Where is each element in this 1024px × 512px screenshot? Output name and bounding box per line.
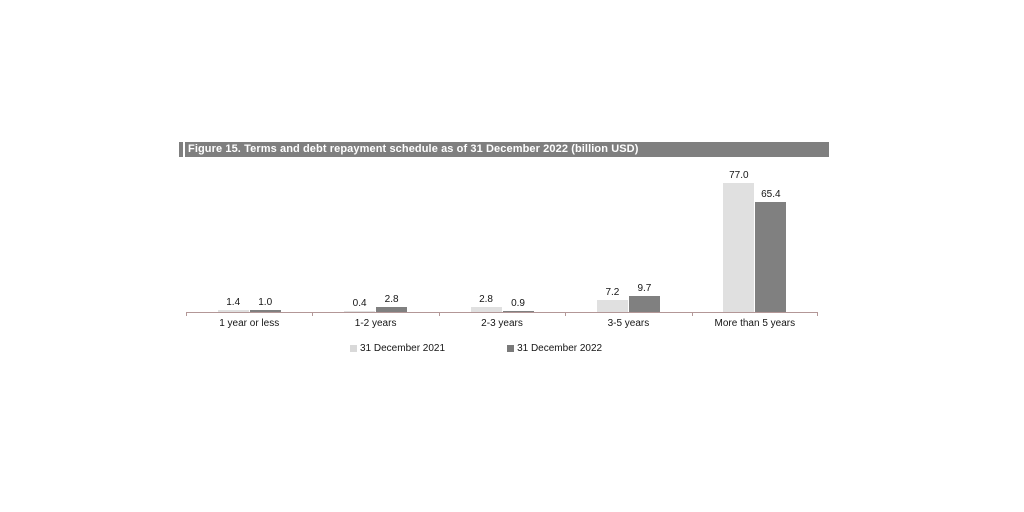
bar-group: 0.4 2.8 xyxy=(312,165,438,312)
category-label: 1-2 years xyxy=(354,318,397,329)
bar-value-label: 9.7 xyxy=(637,282,652,294)
bar-value-label: 1.4 xyxy=(226,296,241,308)
bar-group: 1.4 1.0 xyxy=(186,165,312,312)
legend: 31 December 2021 31 December 2022 xyxy=(350,343,602,354)
bar-value-label: 2.8 xyxy=(479,294,493,306)
bar-value-label: 1.0 xyxy=(258,297,273,309)
bar-series-1: 0.9 xyxy=(502,298,534,312)
plot-area: 1.4 1.0 0.4 2.8 2.8 0.9 7.2 9.7 77.0 65.4 xyxy=(186,165,818,316)
category-axis: 1 year or less 1-2 years 2-3 years 3-5 year… xyxy=(186,318,818,329)
bar-value-label: 77.0 xyxy=(729,169,749,181)
bar-series-1: 2.8 xyxy=(376,294,408,312)
figure-title: Figure 15. Terms and debt repayment sche… xyxy=(188,143,639,155)
axis-tick xyxy=(438,312,440,316)
legend-swatch-icon xyxy=(507,345,515,352)
bar-group: 77.0 65.4 xyxy=(692,165,818,312)
axis-tick xyxy=(565,312,567,316)
category-label: 1 year or less xyxy=(219,318,280,329)
bar-series-0: 77.0 xyxy=(723,170,755,312)
axis-tick xyxy=(817,312,818,316)
category-label: More than 5 years xyxy=(714,318,796,329)
bar-value-label: 0.4 xyxy=(352,298,367,310)
bar-group: 7.2 9.7 xyxy=(565,165,691,312)
category-label: 2-3 years xyxy=(481,318,523,329)
legend-item: 31 December 2022 xyxy=(507,343,602,354)
bar-series-1: 1.0 xyxy=(249,297,281,312)
bar-value-label: 65.4 xyxy=(761,189,781,201)
bar-series-1: 9.7 xyxy=(628,283,660,312)
axis-tick xyxy=(312,312,314,316)
bar-series-0: 7.2 xyxy=(596,287,628,312)
legend-swatch-icon xyxy=(350,345,357,352)
figure-title-bar: Figure 15. Terms and debt repayment sche… xyxy=(179,142,829,157)
legend-item: 31 December 2021 xyxy=(350,343,445,354)
bar-series-0: 1.4 xyxy=(217,297,249,312)
bar-series-0: 2.8 xyxy=(470,294,502,312)
bar-value-label: 2.8 xyxy=(384,294,399,306)
axis-tick xyxy=(691,312,693,316)
bar-series-0: 0.4 xyxy=(344,298,376,312)
bar-group: 2.8 0.9 xyxy=(439,165,565,312)
bar-series-1: 65.4 xyxy=(755,189,787,312)
axis-tick xyxy=(186,312,187,316)
category-label: 3-5 years xyxy=(607,318,650,329)
bar-value-label: 7.2 xyxy=(605,286,620,298)
bar-value-label: 0.9 xyxy=(511,297,525,309)
legend-label: 31 December 2021 xyxy=(360,343,446,354)
legend-label: 31 December 2022 xyxy=(517,343,603,354)
